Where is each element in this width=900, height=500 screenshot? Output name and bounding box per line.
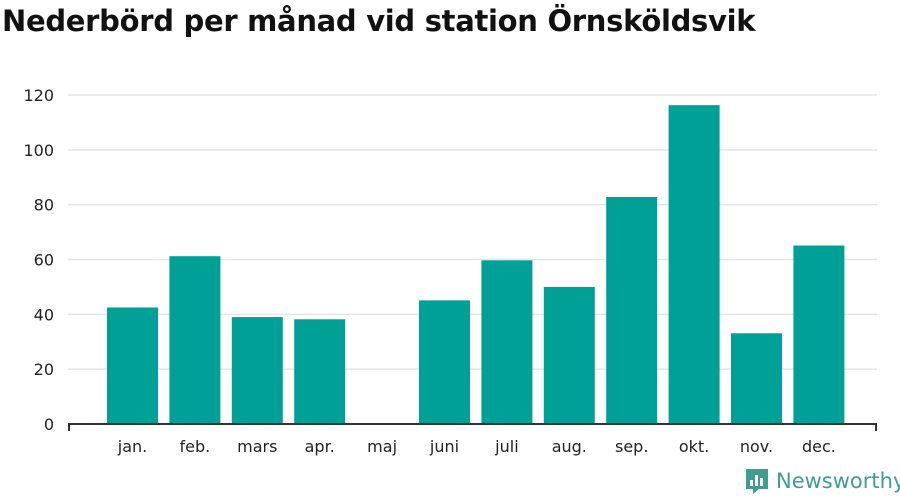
bar [668, 105, 720, 424]
x-tick-label: aug. [552, 437, 587, 456]
x-tick-label: juli [494, 437, 518, 456]
bar [731, 333, 782, 424]
y-tick-label: 60 [34, 251, 54, 270]
x-tick-label: sep. [615, 437, 648, 456]
x-tick-label: nov. [740, 437, 773, 456]
y-tick-label: 100 [23, 141, 54, 160]
x-tick-label: maj [367, 437, 397, 456]
bar-chart-logo-icon [746, 469, 768, 494]
y-tick-label: 120 [23, 86, 54, 105]
x-tick-label: feb. [180, 437, 211, 456]
y-axis-ticks: 0 20 40 60 80 100 120 [23, 86, 54, 434]
bar [107, 307, 158, 424]
bar [419, 300, 470, 424]
bar [481, 260, 533, 424]
bar [606, 196, 658, 424]
bar [793, 245, 845, 424]
x-tick-label: okt. [679, 437, 709, 456]
brand-name: Newsworthy [776, 469, 900, 493]
newsworthy-brand[interactable]: Newsworthy [744, 466, 900, 496]
bar [231, 317, 283, 424]
chart-title: Nederbörd per månad vid station Örnsköld… [2, 4, 756, 38]
x-tick-label: mars [237, 437, 277, 456]
y-tick-label: 20 [34, 360, 54, 379]
y-tick-label: 80 [34, 196, 54, 215]
x-tick-label: dec. [802, 437, 836, 456]
x-axis-ticks: jan. feb. mars apr. maj juni juli aug. sep. okt. n… [117, 437, 836, 456]
y-tick-label: 0 [44, 415, 54, 434]
x-tick-label: juni [429, 437, 459, 456]
bar [543, 286, 595, 424]
x-tick-label: jan. [117, 437, 147, 456]
x-axis [68, 423, 877, 431]
x-tick-label: apr. [305, 437, 335, 456]
y-tick-label: 40 [34, 305, 54, 324]
bar [294, 319, 346, 424]
bar [169, 256, 221, 424]
bars [107, 105, 845, 424]
